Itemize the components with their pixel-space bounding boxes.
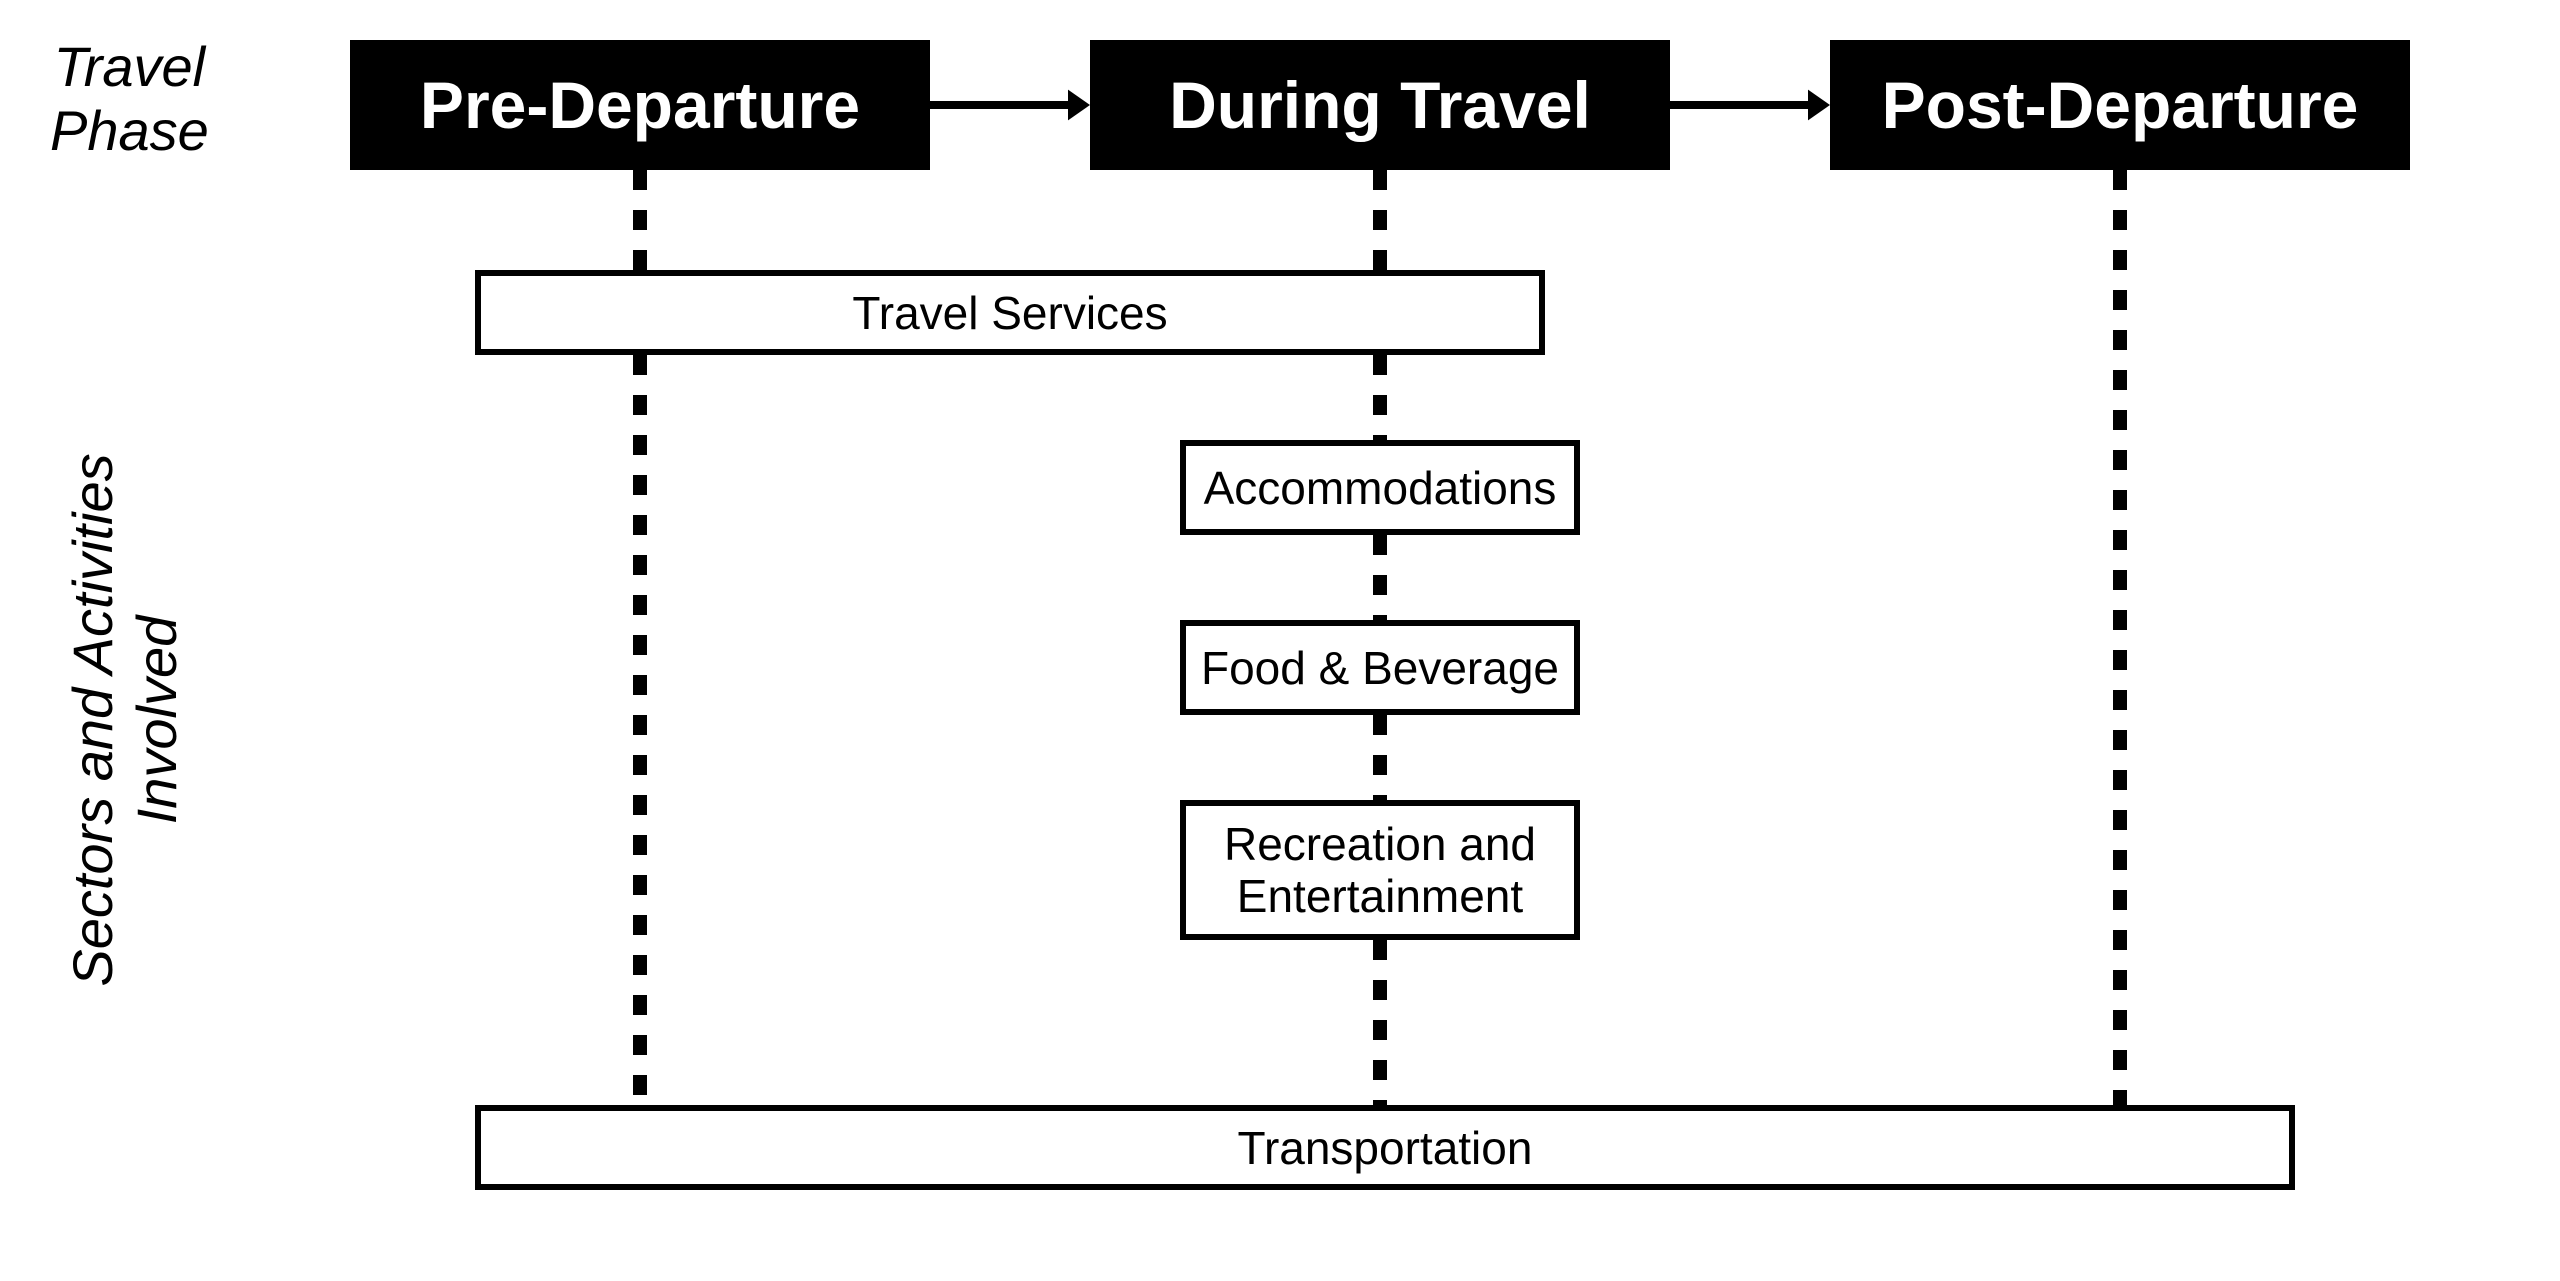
sector-transportation: Transportation bbox=[475, 1105, 2295, 1190]
label-travel-phase: Travel Phase bbox=[50, 35, 209, 163]
sector-recreation: Recreation and Entertainment bbox=[1180, 800, 1580, 940]
phase-pre-departure-label: Pre-Departure bbox=[420, 67, 860, 143]
sector-travel-services: Travel Services bbox=[475, 270, 1545, 355]
label-travel-phase-l2: Phase bbox=[50, 99, 209, 162]
dashed-segment bbox=[633, 170, 647, 270]
label-sectors-involved: Sectors and Activities Involved bbox=[61, 270, 189, 1170]
sector-travel-services-label: Travel Services bbox=[852, 287, 1167, 339]
phase-post-departure-label: Post-Departure bbox=[1882, 67, 2359, 143]
sector-food-beverage-label: Food & Beverage bbox=[1201, 642, 1559, 694]
sector-transportation-label: Transportation bbox=[1238, 1122, 1533, 1174]
dashed-segment bbox=[1373, 715, 1387, 800]
sector-accommodations-label: Accommodations bbox=[1204, 462, 1557, 514]
dashed-segment bbox=[1373, 535, 1387, 620]
dashed-segment bbox=[2113, 170, 2127, 1105]
phase-pre-departure: Pre-Departure bbox=[350, 40, 930, 170]
dashed-segment bbox=[1373, 170, 1387, 270]
sector-recreation-l2: Entertainment bbox=[1237, 870, 1523, 922]
diagram-canvas: Travel Phase Sectors and Activities Invo… bbox=[0, 0, 2560, 1281]
arrow-head-1 bbox=[1808, 90, 1830, 121]
phase-post-departure: Post-Departure bbox=[1830, 40, 2410, 170]
sector-accommodations: Accommodations bbox=[1180, 440, 1580, 535]
label-travel-phase-l1: Travel bbox=[54, 35, 205, 98]
sector-food-beverage: Food & Beverage bbox=[1180, 620, 1580, 715]
phase-during-travel: During Travel bbox=[1090, 40, 1670, 170]
dashed-segment bbox=[1373, 940, 1387, 1105]
dashed-segment bbox=[633, 355, 647, 1105]
label-sectors-l1: Sectors and Activities bbox=[61, 453, 124, 986]
label-sectors-l2: Involved bbox=[125, 616, 188, 825]
dashed-segment bbox=[1373, 355, 1387, 440]
phase-during-travel-label: During Travel bbox=[1169, 67, 1591, 143]
arrow-head-0 bbox=[1068, 90, 1090, 121]
sector-recreation-l1: Recreation and bbox=[1224, 818, 1536, 870]
